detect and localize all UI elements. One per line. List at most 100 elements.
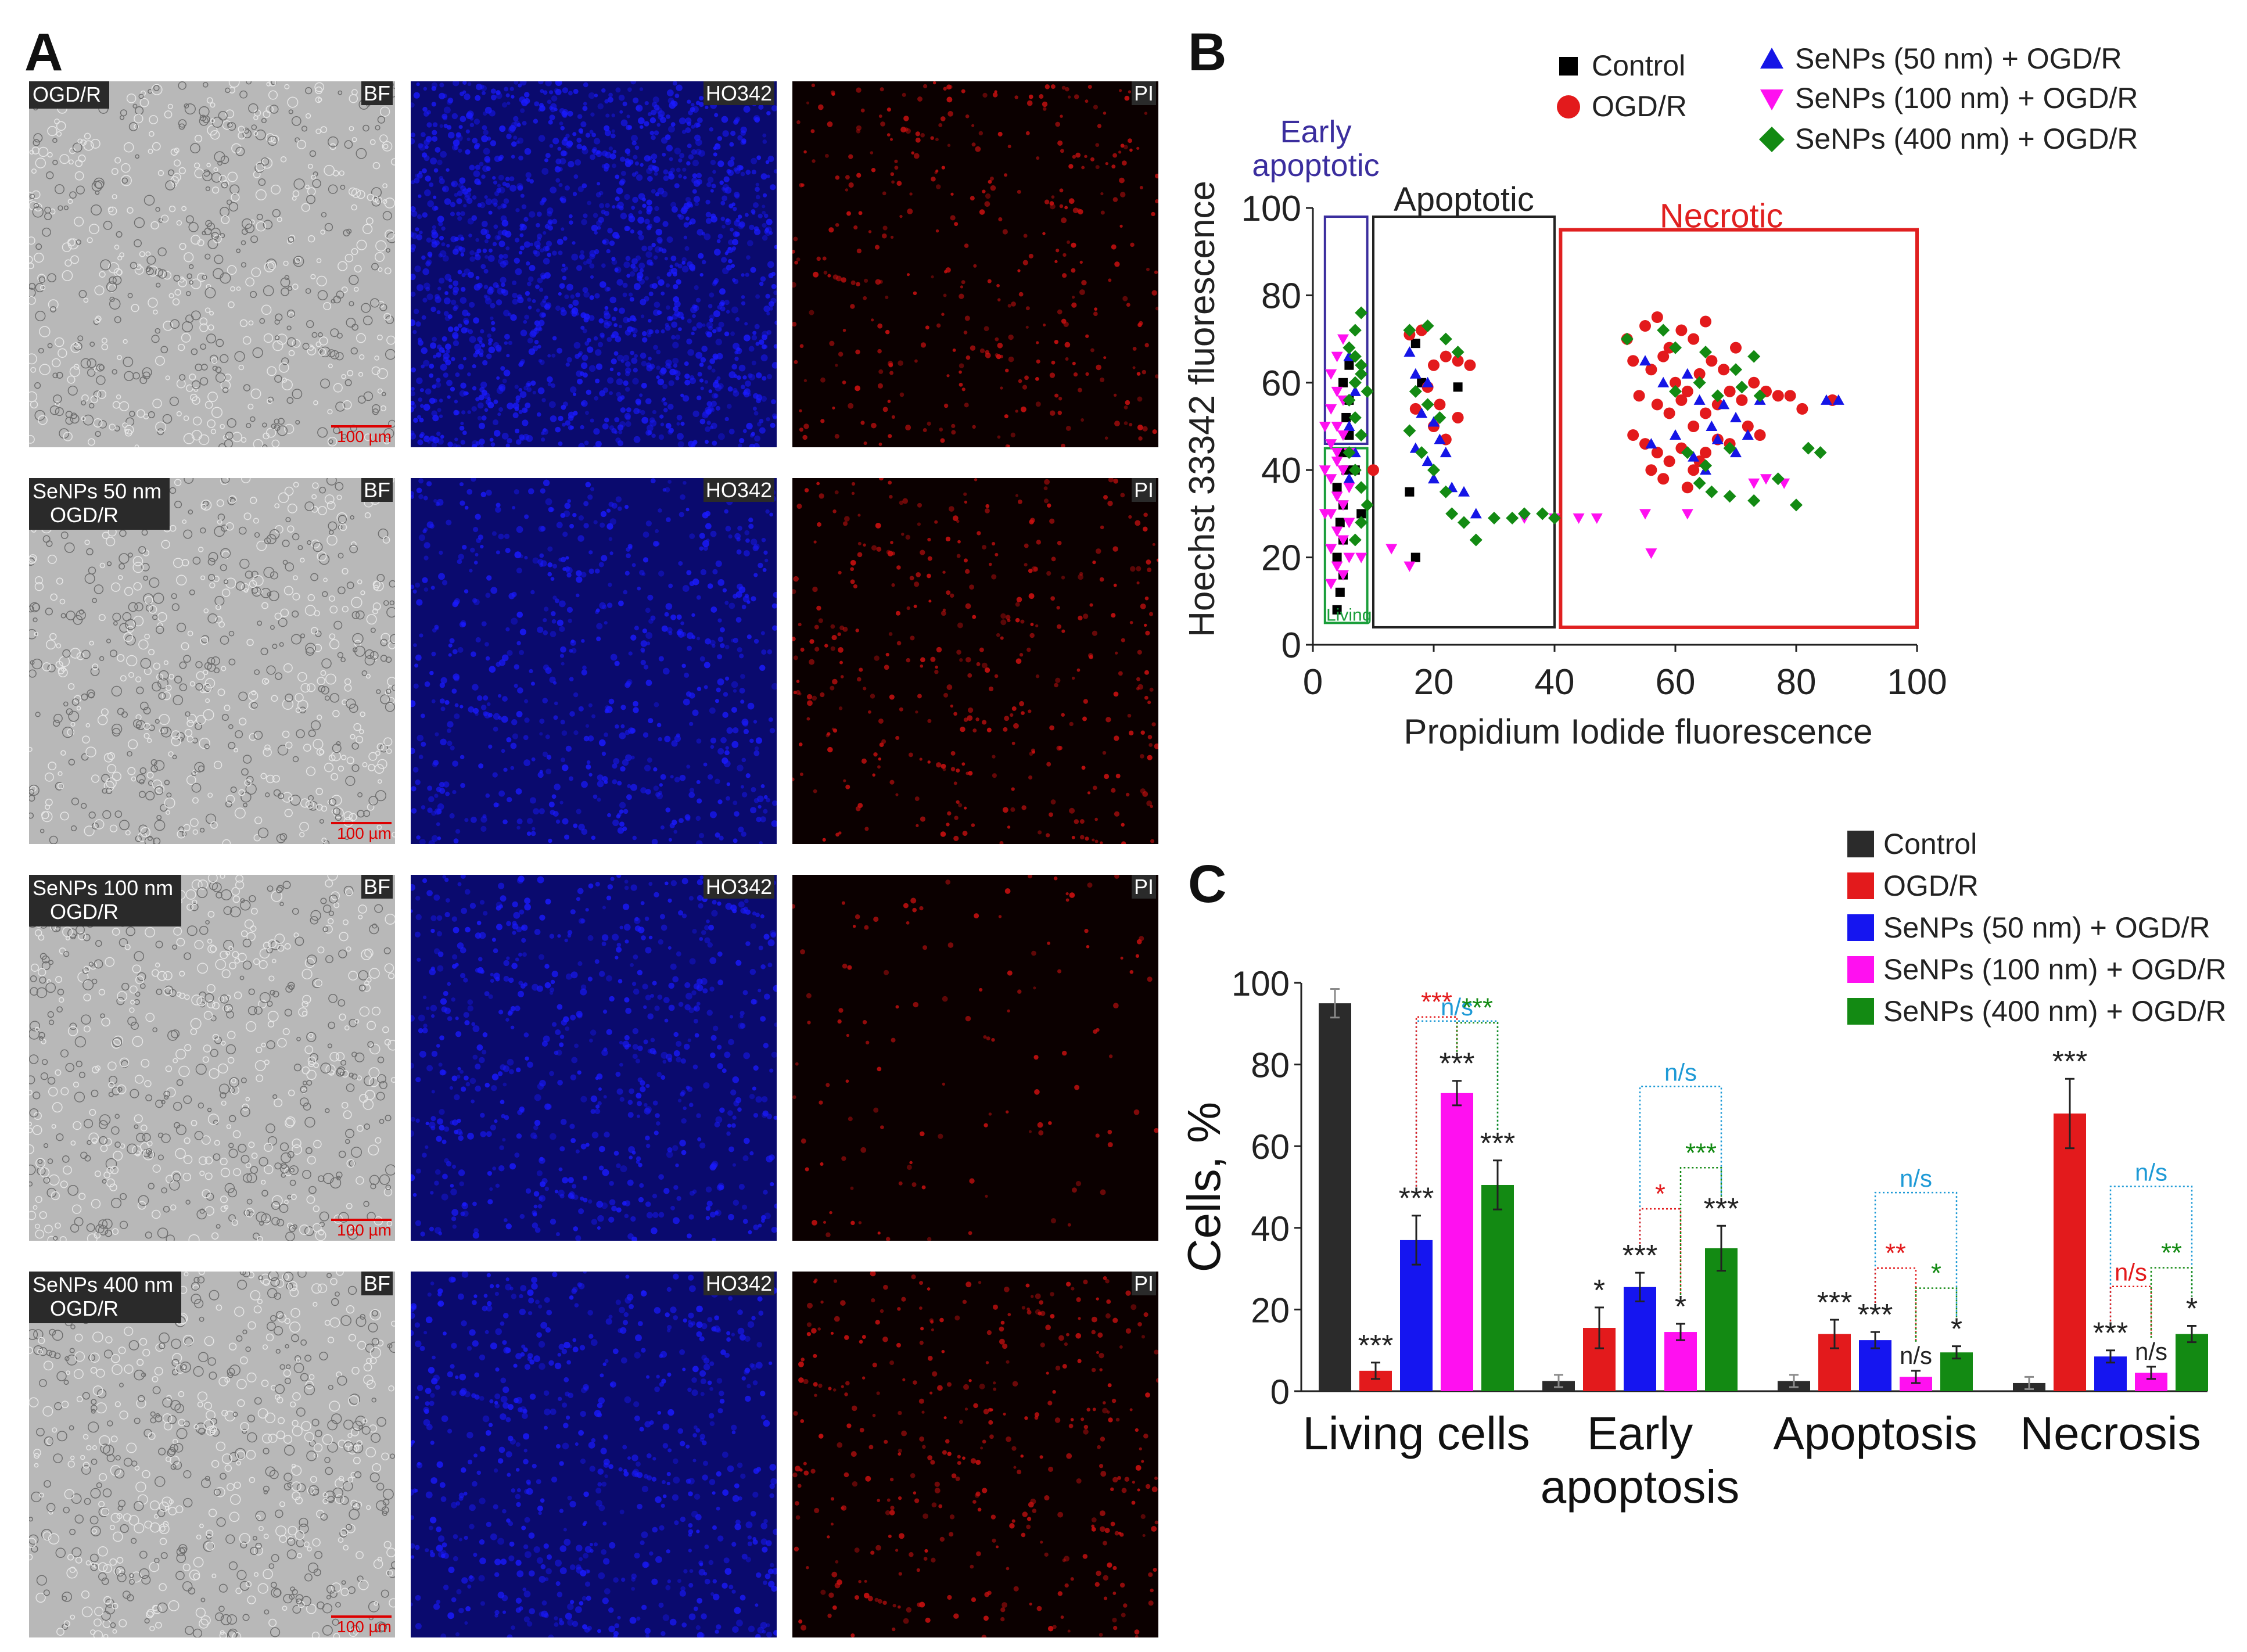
- legend-marker: [1760, 89, 1783, 110]
- scatter-point: [1771, 472, 1785, 486]
- error-bar: [1676, 1323, 1685, 1341]
- scatter-point: [1748, 376, 1760, 389]
- error-bar: [1717, 1224, 1726, 1272]
- y-tick-label: 100: [1232, 964, 1290, 1003]
- scatter-point: [1355, 429, 1368, 442]
- scatter-point: [1699, 459, 1712, 472]
- gate-label-early-apoptotic: Early apoptotic: [1252, 114, 1379, 183]
- scatter-point: [1639, 320, 1651, 332]
- scatter-point: [1458, 486, 1470, 497]
- gate-necrotic: [1559, 228, 1919, 629]
- scatter-point: [1591, 513, 1603, 524]
- scatter-point: [1458, 516, 1470, 529]
- micrograph-ho342-3: HO342: [411, 875, 777, 1241]
- scatter-point: [1736, 394, 1748, 406]
- scatter-point: [1331, 351, 1343, 362]
- scatter-point: [1415, 446, 1428, 459]
- scatter-point: [1428, 416, 1440, 427]
- scatter-point: [1675, 324, 1688, 336]
- scatter-point: [1464, 359, 1476, 371]
- scatter-point: [1651, 447, 1663, 459]
- scatter-point: [1348, 376, 1362, 389]
- scatter-point: [1718, 398, 1730, 410]
- scatter-point: [1469, 533, 1483, 547]
- scatter-point: [1343, 341, 1356, 354]
- comparison-bracket: [1874, 1191, 1958, 1317]
- scatter-point: [1440, 447, 1452, 458]
- scatter-point: [1428, 359, 1440, 371]
- scatter-point: [1518, 507, 1531, 520]
- comparison-label: **: [2161, 1238, 2182, 1268]
- channel-label: HO342: [703, 81, 774, 106]
- comparison-label: n/s: [1664, 1058, 1697, 1086]
- scatter-point: [1748, 478, 1760, 489]
- scatter-point: [1439, 332, 1452, 346]
- error-bar: [1330, 988, 1340, 1019]
- scatter-point: [1433, 411, 1446, 424]
- scatter-point: [1331, 386, 1343, 397]
- scatter-point: [1409, 385, 1422, 398]
- significance-label: n/s: [2135, 1338, 2167, 1365]
- panel-letter-a: A: [24, 23, 63, 82]
- legend-label: Control: [1883, 828, 1977, 860]
- scatter-point: [1348, 411, 1362, 424]
- x-tick-label: 20: [1414, 662, 1454, 702]
- scatter-point: [1548, 511, 1561, 525]
- scatter-point: [1753, 389, 1767, 403]
- condition-label: SeNPs 100 nm OGD/R: [29, 875, 182, 926]
- comparison-label: ***: [1421, 987, 1452, 1017]
- channel-label: PI: [1131, 478, 1156, 502]
- scatter-point: [1348, 350, 1362, 363]
- gate-apoptotic: [1372, 216, 1556, 629]
- scatter-point: [1670, 429, 1681, 440]
- error-bar: [1554, 1374, 1563, 1388]
- scatter-point: [1319, 422, 1331, 432]
- scatter-point: [1355, 481, 1368, 494]
- scatter-point: [1681, 482, 1693, 494]
- scatter-point: [1700, 407, 1711, 419]
- bar: [1319, 1003, 1351, 1391]
- scatter-point: [1645, 464, 1657, 476]
- scatter-point: [1337, 334, 1349, 345]
- scatter-point: [1488, 511, 1501, 525]
- comparison-label: *: [1655, 1179, 1665, 1209]
- scatter-point: [1681, 385, 1693, 397]
- scatter-point: [1343, 446, 1356, 459]
- channel-label: BF: [361, 478, 393, 502]
- scatter-point: [1627, 429, 1639, 441]
- bar: [1664, 1332, 1697, 1391]
- error-bar: [1911, 1370, 1921, 1384]
- y-tick-label: 20: [1251, 1291, 1290, 1330]
- channel-label: BF: [361, 1272, 393, 1296]
- comparison-label: ***: [1462, 993, 1493, 1023]
- significance-label: ***: [1858, 1298, 1893, 1332]
- scatter-point: [1451, 346, 1465, 359]
- scatter-point: [1730, 447, 1742, 458]
- scatter-point: [1410, 339, 1420, 349]
- channel-label: PI: [1131, 875, 1156, 899]
- scatter-point: [1657, 324, 1670, 337]
- scatter-point: [1681, 368, 1693, 379]
- scatter-point: [1367, 464, 1379, 476]
- significance-label: *: [1951, 1313, 1962, 1346]
- y-tick-label: 40: [1251, 1209, 1290, 1248]
- scatter-point: [1669, 341, 1682, 354]
- significance-label: ***: [2093, 1317, 2128, 1351]
- scale-bar-label: 100 µm: [337, 1618, 392, 1636]
- scatter-point: [1343, 483, 1355, 494]
- panel-letter-b: B: [1188, 23, 1227, 82]
- scatter-point: [1332, 605, 1342, 615]
- error-bar: [1952, 1345, 1961, 1360]
- micrograph-pi-4: PI: [792, 1272, 1158, 1637]
- channel-label: HO342: [703, 478, 774, 502]
- scatter-point: [1747, 350, 1761, 363]
- error-bar: [1493, 1159, 1502, 1211]
- scatter-point: [1404, 346, 1416, 357]
- x-axis-label: Propidium Iodide fluorescence: [1404, 712, 1872, 751]
- scatter-point: [1332, 552, 1342, 562]
- micrograph-pi-3: PI: [792, 875, 1158, 1241]
- micrograph-bf-1: OGD/R 100 µm BF: [29, 81, 395, 447]
- scatter-point: [1821, 394, 1832, 405]
- scatter-point: [1688, 421, 1700, 432]
- y-axis-label: Hoechst 33342 fluorescence: [1182, 181, 1222, 637]
